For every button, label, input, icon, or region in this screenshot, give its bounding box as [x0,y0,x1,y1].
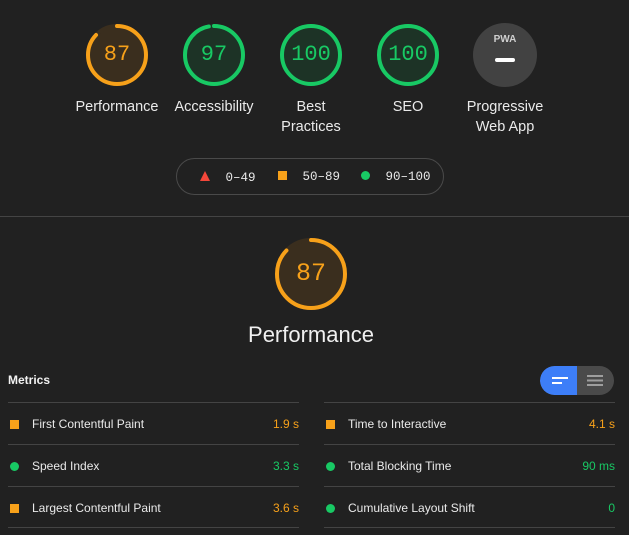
category-best-practices[interactable]: 100 Best Practices [256,23,366,137]
best-practices-score: 100 [291,42,331,67]
compact-view-button[interactable] [540,366,577,395]
pwa-badge: PWA [473,23,537,87]
metric-label: Cumulative Layout Shift [348,501,475,515]
best-practices-gauge-arc [280,24,342,86]
metric-label: Largest Contentful Paint [32,501,161,515]
metrics-view-toggle[interactable] [540,366,614,395]
performance-score: 87 [103,42,131,67]
legend-pass-range: 90–100 [385,170,431,184]
category-accessibility[interactable]: 97 Accessibility [159,23,269,117]
category-seo[interactable]: 100 SEO [353,23,463,117]
pwa-label: Progressive Web App [466,99,544,135]
square-icon [10,504,19,513]
accessibility-gauge: 97 [182,23,246,87]
legend-fail: 0–49 [199,170,256,185]
pwa-dash-icon [495,58,515,62]
legend-fail-range: 0–49 [225,171,256,185]
metric-total-blocking-time[interactable]: Total Blocking Time 90 ms [324,444,615,486]
metric-label: First Contentful Paint [32,417,145,431]
circle-icon [326,462,335,471]
metric-cumulative-layout-shift[interactable]: Cumulative Layout Shift 0 [324,486,615,528]
category-gauges: 87 Performance 97 Accessibility 100 Best… [0,0,629,150]
square-icon [326,420,335,429]
pwa-text: PWA [493,34,517,45]
circle-icon [361,171,370,180]
seo-gauge: 100 [376,23,440,87]
legend-average-range: 50–89 [302,170,341,184]
metric-speed-index[interactable]: Speed Index 3.3 s [8,444,299,486]
expanded-view-icon [587,375,603,386]
accessibility-gauge-arc [183,24,245,86]
legend-average: 50–89 [277,170,340,184]
performance-section-title: Performance [248,322,374,347]
performance-gauge-arc [86,24,148,86]
legend-pass: 90–100 [360,170,431,184]
square-icon [10,420,19,429]
best-practices-gauge: 100 [279,23,343,87]
accessibility-score: 97 [200,42,228,67]
expanded-view-button[interactable] [577,366,614,395]
square-icon [278,171,287,180]
metric-largest-contentful-paint[interactable]: Largest Contentful Paint 3.6 s [8,486,299,528]
metric-label: Total Blocking Time [348,459,452,473]
metric-value: 3.3 s [272,459,299,473]
metric-value: 1.9 s [272,417,299,431]
triangle-icon [200,171,210,181]
accessibility-label: Accessibility [174,99,254,115]
seo-score: 100 [388,42,428,67]
metric-value: 4.1 s [588,417,615,431]
performance-big-score: 87 [295,259,326,288]
best-practices-label: Best Practices [281,99,341,135]
metric-first-contentful-paint[interactable]: First Contentful Paint 1.9 s [8,402,299,444]
section-divider [0,216,629,217]
performance-big-gauge: 87 [274,237,348,311]
metric-value: 3.6 s [272,501,299,515]
seo-label: SEO [392,99,424,115]
category-performance[interactable]: 87 Performance [62,23,172,117]
performance-gauge: 87 [85,23,149,87]
metric-value: 0 [608,501,615,515]
compact-view-icon [552,377,568,384]
performance-label: Performance [75,99,159,115]
metrics-title: Metrics [8,373,51,387]
circle-icon [326,504,335,513]
performance-big-gauge-arc [275,238,347,310]
metric-value: 90 ms [582,459,615,473]
score-legend: 0–49 50–89 90–100 [176,158,444,195]
seo-gauge-arc [377,24,439,86]
metric-label: Speed Index [32,459,100,473]
metric-time-to-interactive[interactable]: Time to Interactive 4.1 s [324,402,615,444]
circle-icon [10,462,19,471]
metric-label: Time to Interactive [348,417,447,431]
category-pwa[interactable]: PWA Progressive Web App [450,23,560,137]
